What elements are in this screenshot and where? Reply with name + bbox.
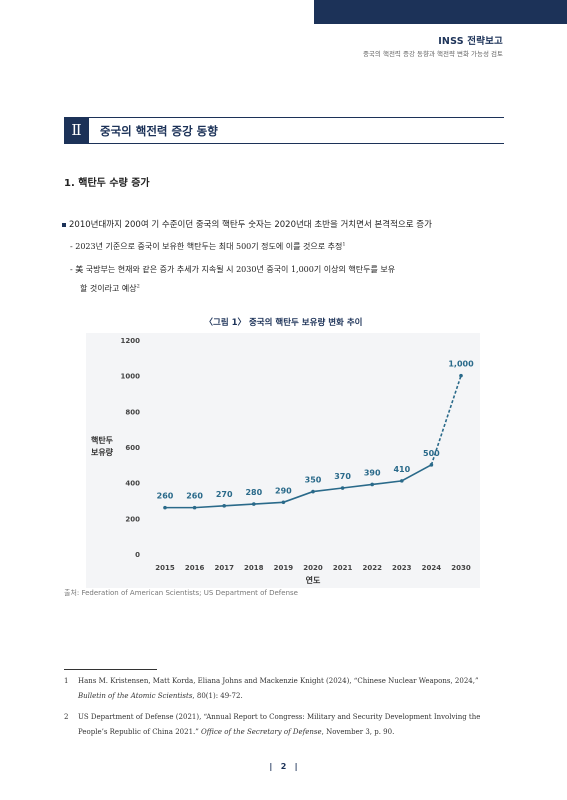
- y-tick-label: 1200: [121, 337, 141, 345]
- footnote-2-number: 2: [64, 713, 69, 721]
- x-tick-label: 2023: [392, 564, 412, 572]
- dash-item-1-text: - 2023년 기준으로 중국이 보유한 핵탄두는 최대 500기 정도에 이를…: [70, 242, 343, 251]
- y-tick-label: 0: [135, 551, 140, 559]
- subsection-title: 1. 핵탄두 수량 증가: [64, 178, 150, 189]
- header-bar: [314, 0, 567, 24]
- page-number-value: 2: [280, 762, 287, 771]
- x-tick-label: 2019: [274, 564, 294, 572]
- footnote-divider: [64, 669, 157, 670]
- data-label: 260: [186, 492, 203, 501]
- figure-title: 〈그림 1〉 중국의 핵탄두 보유량 변화 추이: [204, 318, 363, 328]
- data-point: [400, 479, 404, 483]
- dash-item-2-cont: 할 것이라고 예상2: [80, 283, 140, 294]
- y-tick-label: 400: [125, 480, 140, 488]
- x-tick-label: 2015: [155, 564, 175, 572]
- data-label: 290: [275, 486, 292, 495]
- x-tick-label: 2018: [244, 564, 264, 572]
- data-point: [222, 504, 226, 508]
- footnote-1-number: 1: [64, 677, 69, 685]
- y-axis-label-line2: 보유량: [91, 447, 114, 457]
- data-label: 270: [216, 490, 233, 499]
- data-label: 390: [364, 468, 381, 477]
- x-tick-label: 2021: [333, 564, 353, 572]
- dash-item-1: - 2023년 기준으로 중국이 보유한 핵탄두는 최대 500기 정도에 이를…: [70, 241, 346, 252]
- dash-item-2: - 美 국방부는 현재와 같은 증가 추세가 지속될 시 2030년 중국이 1…: [70, 264, 395, 275]
- data-point: [429, 463, 434, 467]
- section-title: 중국의 핵전력 증강 동향: [100, 124, 218, 138]
- projection-line: [430, 375, 462, 466]
- footnote-1: 1 Hans M. Kristensen, Matt Korda, Eliana…: [64, 674, 504, 704]
- x-tick-label: 2020: [303, 564, 323, 572]
- data-label: 1,000: [448, 360, 474, 369]
- data-label: 500: [423, 449, 440, 458]
- series-line: [165, 464, 432, 509]
- bullet-text: 2010년대까지 200여 기 수준이던 중국의 핵탄두 숫자는 2020년대 …: [69, 220, 432, 230]
- data-point: [252, 502, 256, 506]
- section-heading: Ⅱ 중국의 핵전력 증강 동향: [64, 117, 504, 144]
- page-number: | 2 |: [269, 762, 298, 771]
- x-tick-label: 2017: [214, 564, 234, 572]
- x-axis-label: 연도: [306, 575, 321, 585]
- x-tick-label: 2022: [362, 564, 382, 572]
- dash-item-2-text: - 美 국방부는 현재와 같은 증가 추세가 지속될 시 2030년 중국이 1…: [70, 265, 396, 274]
- report-subtitle: 중국의 핵전력 증강 동향과 핵전략 변화 가능성 검토: [362, 50, 503, 58]
- footnote-2-text: US Department of Defense (2021), “Annual…: [78, 713, 481, 736]
- y-tick-label: 600: [125, 444, 140, 452]
- data-label: 410: [393, 465, 410, 474]
- y-axis-label-line1: 핵탄두: [91, 435, 114, 445]
- report-brand: INSS 전략보고: [438, 36, 503, 47]
- x-tick-label: 2016: [185, 564, 205, 572]
- footnote-1-text: Hans M. Kristensen, Matt Korda, Eliana J…: [78, 677, 479, 685]
- footnote-2: 2 US Department of Defense (2021), “Annu…: [64, 710, 504, 740]
- figure-source: 출처: Federation of American Scientists; U…: [64, 589, 298, 597]
- data-label: 370: [334, 472, 351, 481]
- data-point: [459, 373, 463, 378]
- footnote-ref-1[interactable]: 1: [342, 241, 346, 248]
- data-label: 260: [157, 492, 174, 501]
- chart-background: [86, 333, 480, 588]
- footnote-2-tail: , November 3, p. 90.: [321, 728, 395, 736]
- data-point: [192, 505, 197, 510]
- x-tick-label: 2030: [451, 564, 471, 572]
- footnote-1-journal: Bulletin of the Atomic Scientists: [78, 692, 193, 700]
- y-tick-label: 200: [125, 515, 140, 523]
- data-label: 280: [245, 488, 262, 497]
- data-point: [281, 500, 286, 505]
- data-point: [370, 482, 375, 487]
- section-number: Ⅱ: [64, 118, 89, 143]
- data-point: [340, 486, 345, 490]
- footnote-2-publisher: Office of the Secretary of Defense: [201, 728, 322, 736]
- data-point: [311, 489, 315, 494]
- dash-item-2-text-cont: 할 것이라고 예상: [80, 284, 137, 293]
- x-tick-label: 2024: [422, 564, 442, 572]
- footnote-ref-2[interactable]: 2: [136, 283, 140, 290]
- bullet-square-icon: [62, 222, 66, 227]
- footnote-1-tail: , 80(1): 49-72.: [192, 692, 243, 700]
- data-point: [163, 505, 167, 510]
- data-label: 350: [305, 476, 322, 485]
- y-tick-label: 1000: [121, 373, 141, 381]
- y-tick-label: 800: [125, 408, 140, 416]
- bullet-paragraph: 2010년대까지 200여 기 수준이던 중국의 핵탄두 숫자는 2020년대 …: [62, 218, 432, 230]
